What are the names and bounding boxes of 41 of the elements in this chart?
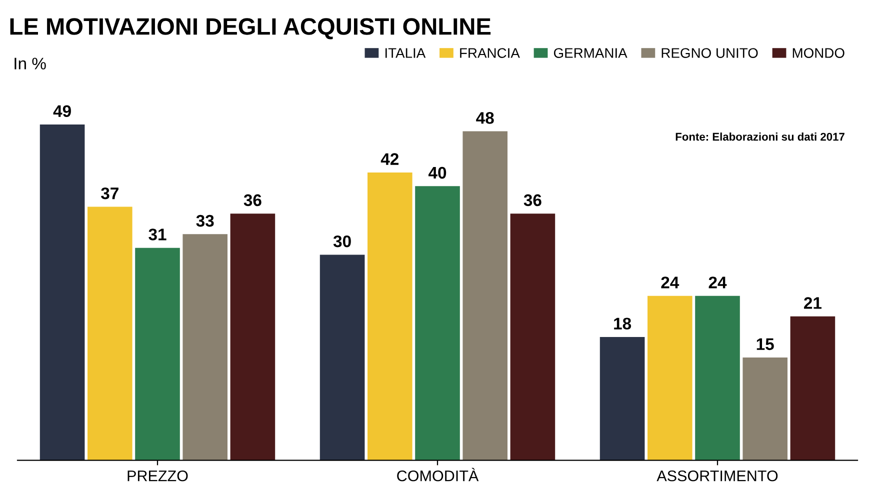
data-label: 30 (333, 235, 351, 248)
bar (510, 214, 556, 460)
data-label: 49 (53, 105, 71, 117)
x-tick-label: PREZZO (128, 470, 188, 482)
data-label: 18 (614, 318, 632, 330)
data-label: 42 (380, 153, 399, 165)
legend-label: MONDO (792, 48, 844, 58)
chart-title: LE MOTIVAZIONI DEGLI ACQUISTI ONLINE (10, 18, 491, 40)
data-label: 36 (244, 194, 262, 206)
bar (182, 234, 228, 460)
bar (648, 296, 692, 460)
bar (320, 254, 365, 460)
legend-label: FRANCIA (460, 48, 520, 58)
data-label: 33 (196, 214, 214, 227)
bar (40, 124, 85, 460)
data-label: 24 (708, 276, 727, 288)
data-label: 48 (476, 112, 494, 124)
legend-label: REGNO UNITO (662, 48, 758, 58)
annotation: Fonte: Elaborazioni su dati 2017 (676, 132, 844, 141)
bar (742, 358, 788, 460)
legend-label: GERMANIA (554, 48, 628, 58)
data-label: 21 (804, 297, 822, 309)
legend-label: ITALIA (385, 48, 426, 58)
data-label: 24 (661, 276, 680, 288)
bar (600, 336, 645, 460)
bar (88, 206, 132, 460)
bar (135, 248, 180, 460)
data-label: 37 (101, 187, 118, 200)
data-label: 15 (756, 338, 774, 350)
bar (415, 186, 460, 460)
data-label: 40 (428, 166, 446, 179)
data-label: 31 (148, 228, 166, 240)
bar (695, 296, 740, 460)
x-tick-label: ASSORTIMENTO (656, 470, 778, 482)
data-label: 36 (524, 194, 542, 206)
bar (462, 131, 508, 460)
bar (790, 316, 836, 460)
y-axis-title: In % (14, 58, 46, 70)
bar (368, 172, 412, 460)
bar (230, 214, 276, 460)
x-tick-label: COMODITÀ (397, 468, 479, 482)
